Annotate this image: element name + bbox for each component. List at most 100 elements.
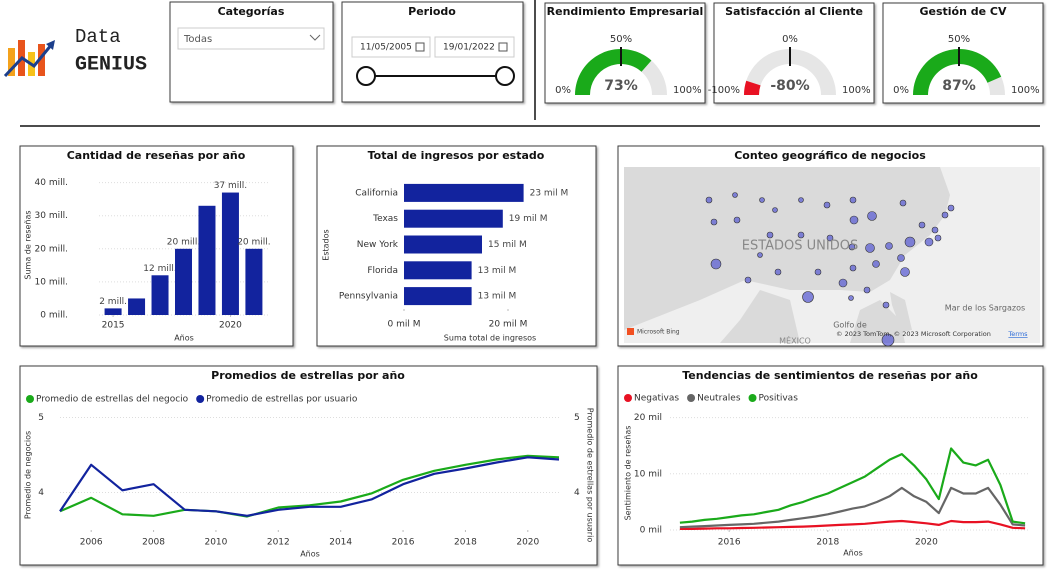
- legend-marker: [748, 394, 757, 402]
- date-input[interactable]: [351, 36, 431, 58]
- bar: [404, 183, 524, 202]
- map-bubble: [772, 207, 778, 213]
- gauge-value: [744, 80, 761, 95]
- x-tick-label: 2014: [329, 538, 352, 548]
- gauge-value-label: 73%: [604, 78, 638, 94]
- y-tick-label: 0 mill.: [40, 311, 68, 321]
- slider-handle[interactable]: [356, 66, 376, 86]
- map-provider: Microsoft Bing: [637, 329, 680, 336]
- map-terms[interactable]: Terms: [1007, 330, 1028, 338]
- logo-icon: [8, 48, 15, 76]
- gauges: Rendimiento Empresarial 50% 0% 100% 73% Satis…: [544, 2, 1044, 104]
- x-axis-label: Años: [174, 334, 194, 343]
- filter-title: Categorías: [218, 5, 285, 18]
- legend-marker: [26, 395, 34, 403]
- map-bubble: [931, 226, 939, 234]
- y-tick-label: Pennsylvania: [339, 292, 398, 302]
- bar: [404, 235, 482, 254]
- data-label: 20 mill.: [167, 237, 200, 247]
- calendar-icon: [498, 42, 508, 52]
- map-bubbles: [705, 192, 955, 347]
- legend-marker: [687, 394, 696, 402]
- logo-icon: [3, 43, 54, 78]
- y-tick-label: 5: [574, 413, 580, 423]
- y2-axis-label: Promedio de estrellas por usuario: [586, 408, 595, 543]
- y-tick-label: New York: [357, 240, 399, 250]
- dropdown[interactable]: [177, 27, 325, 50]
- map-land: [890, 292, 912, 332]
- chart-title: Promedios de estrellas por año: [211, 369, 405, 382]
- gauge-title: Satisfacción al Cliente: [725, 5, 863, 18]
- data-label: 20 mill.: [237, 237, 270, 247]
- x-tick-label: 2010: [204, 538, 227, 548]
- bar: [404, 261, 472, 280]
- logo: Data GENIUS: [3, 26, 147, 78]
- map-bubble: [865, 243, 875, 253]
- gauge-value: [575, 48, 652, 95]
- map-bubble: [802, 291, 814, 303]
- date-start: 11/05/2005: [360, 43, 412, 53]
- map-bubble: [732, 192, 738, 198]
- gauge-target-label: 50%: [610, 34, 632, 45]
- map-bubble: [759, 197, 765, 203]
- bar: [245, 248, 263, 315]
- filter-panel: [169, 1, 334, 103]
- map-bubble: [757, 252, 763, 258]
- map-bubble: [849, 196, 857, 204]
- map-bubble: [733, 216, 741, 224]
- x-tick-label: 2018: [454, 538, 477, 548]
- y-axis-label: Suma de reseñas: [24, 210, 33, 279]
- x-tick-label: 2008: [142, 538, 165, 548]
- map-bubble: [899, 199, 907, 207]
- data-label: 19 mil M: [509, 214, 548, 224]
- legend-label: Neutrales: [697, 394, 741, 404]
- gauge-target-label: 0%: [782, 34, 798, 45]
- gauge-title: Gestión de CV: [919, 5, 1007, 18]
- gauge-max-label: 100%: [842, 85, 871, 96]
- gauge-value: [913, 48, 1002, 95]
- y-tick-label: California: [355, 188, 398, 198]
- gauge-target-label: 50%: [948, 34, 970, 45]
- data-label: 15 mil M: [488, 240, 527, 250]
- map-bubble: [934, 234, 942, 242]
- map-title: Conteo geográfico de negocios: [734, 149, 926, 162]
- gauge-min-label: 0%: [893, 85, 909, 96]
- data-label: 13 mil M: [478, 266, 517, 276]
- logo-text: Data: [75, 26, 121, 48]
- x-tick-label: 20 mil M: [489, 320, 528, 330]
- map-bubble: [882, 301, 890, 309]
- data-label: 23 mil M: [530, 188, 569, 198]
- y-tick-label: 10 mil: [634, 469, 662, 479]
- x-tick-label: 2016: [392, 538, 415, 548]
- legend-label: Promedio de estrellas por usuario: [206, 395, 358, 405]
- line: [59, 454, 560, 518]
- logo-icon: [38, 44, 45, 76]
- y-tick-label: Florida: [367, 266, 398, 276]
- dropdown-chevron: [309, 34, 321, 41]
- x-tick-label: 2015: [102, 321, 125, 331]
- y-tick-label: 40 mill.: [35, 178, 68, 188]
- data-label: 2 mill.: [99, 297, 127, 307]
- gauge-max-label: 100%: [673, 85, 702, 96]
- slider-handle[interactable]: [495, 66, 515, 86]
- legend-marker: [196, 395, 205, 403]
- x-tick-label: 2012: [267, 538, 290, 548]
- map-bubble: [848, 295, 854, 301]
- chart-title: Total de ingresos por estado: [368, 149, 545, 162]
- map-bubble: [744, 276, 752, 284]
- gauge-track: [744, 49, 836, 95]
- map-bubble: [814, 268, 822, 276]
- legend-label: Negativas: [634, 394, 679, 404]
- bar: [198, 205, 216, 315]
- map-bubble: [797, 231, 805, 239]
- line: [59, 456, 560, 517]
- date-input[interactable]: [434, 36, 515, 58]
- map-label: Mar de los Sargazos: [945, 304, 1025, 313]
- map-label: Golfo de: [833, 321, 867, 330]
- y-tick-label: 30 mill.: [35, 211, 68, 221]
- map-bubble: [924, 237, 934, 247]
- dropdown-value: Todas: [183, 34, 212, 45]
- map-bubble: [849, 215, 859, 225]
- gauge-value-label: -80%: [770, 78, 809, 94]
- map-bubble: [881, 333, 895, 347]
